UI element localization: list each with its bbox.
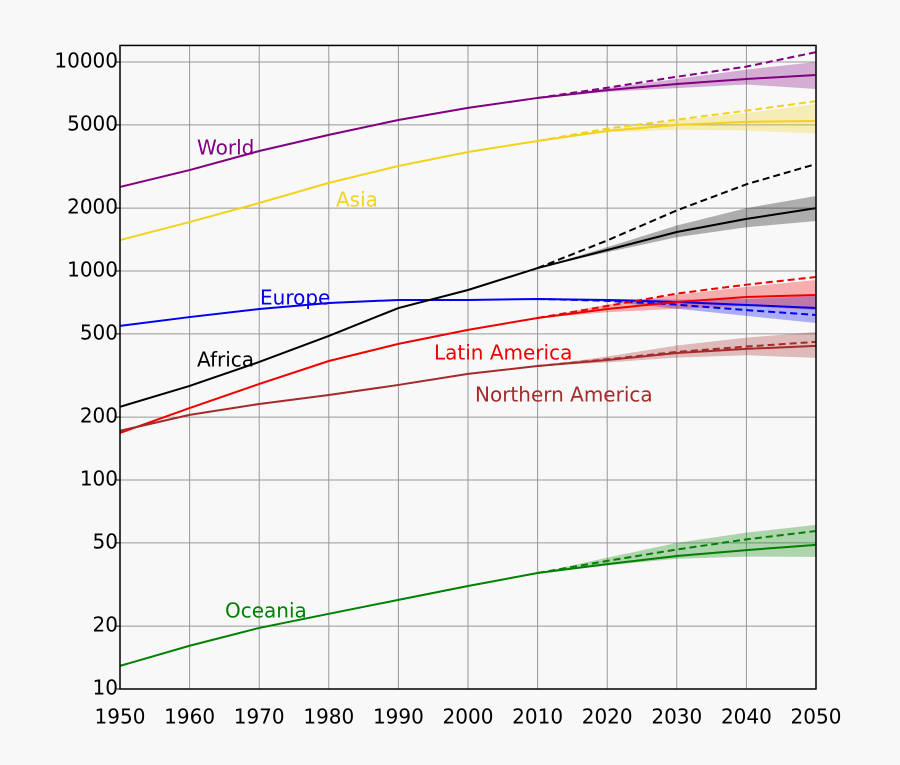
y-tick-label: 50 [93,529,118,553]
series-label: Northern America [475,383,653,407]
series-line [119,297,817,327]
y-tick-label: 10000 [54,49,118,73]
series-label: Europe [260,286,330,310]
projection-high-line [537,100,817,142]
y-tick-label: 2000 [67,195,118,219]
y-tick-label: 1000 [67,258,118,282]
x-tick-label: 2010 [512,705,563,729]
projection-band [537,62,816,98]
x-tick-label: 1970 [234,705,285,729]
y-tick-label: 20 [93,613,118,637]
series-line [119,293,817,434]
series-line [119,207,817,408]
series-line [119,120,817,242]
series-line [119,73,817,188]
y-tick-label: 100 [80,467,118,491]
projection-high-line [537,51,817,99]
projection-band [537,331,816,367]
series-line [119,543,817,667]
y-tick-label: 10 [93,676,118,700]
series-label: World [197,136,254,160]
plot-frame [119,44,817,690]
projection-band [537,296,816,323]
x-tick-label: 2050 [791,705,842,729]
x-tick-label: 2020 [582,705,633,729]
series-label: Asia [336,188,378,212]
x-tick-label: 1980 [303,705,354,729]
x-tick-label: 2000 [443,705,494,729]
y-tick-label: 5000 [67,111,118,135]
series-line [119,344,817,432]
x-tick-label: 1960 [164,705,215,729]
series-label: Oceania [225,599,307,623]
x-tick-label: 1990 [373,705,424,729]
y-tick-label: 500 [80,320,118,344]
projection-high-line [537,163,817,269]
projection-high-line [537,276,817,319]
y-tick-label: 200 [80,404,118,428]
series-label: Latin America [434,341,572,365]
series-label: Africa [197,348,254,372]
projection-high-line [537,530,817,574]
x-tick-label: 2030 [651,705,702,729]
x-tick-label: 1950 [95,705,146,729]
x-tick-label: 2040 [721,705,772,729]
